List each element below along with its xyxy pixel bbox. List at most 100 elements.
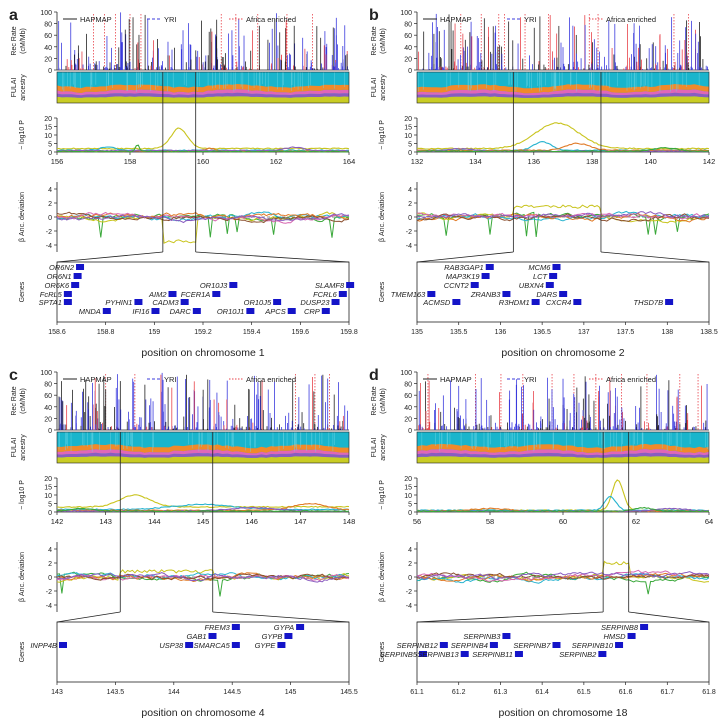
gene-body <box>485 264 494 270</box>
anc-dev-label: β Anc. deviation <box>379 552 386 602</box>
dev-series-line <box>56 572 350 581</box>
logp-x-tick-label: 140 <box>644 157 657 166</box>
gene-label: CCNT2 <box>444 281 470 290</box>
logp-series-line <box>416 122 710 150</box>
fulai-label: FULAI <box>371 78 378 98</box>
logp-x-tick-label: 158 <box>124 157 137 166</box>
panel-label: d <box>369 367 379 384</box>
logp-y-tick-label: 15 <box>44 125 52 132</box>
genes-x-tick-label: 138.5 <box>700 329 718 336</box>
gene-label: DUSP23 <box>300 298 330 307</box>
chromosome-x-label: position on chromosome 1 <box>141 347 264 359</box>
dev-series-line <box>56 572 349 583</box>
ancestry-yellow <box>57 96 349 103</box>
gene-body <box>273 299 282 305</box>
gene-label: CRP <box>304 307 320 316</box>
logp-x-tick-label: 162 <box>270 157 283 166</box>
gene-body <box>231 624 240 630</box>
dev-series-line <box>56 573 350 581</box>
dev-series-line <box>56 211 350 224</box>
gene-label: OR10J5 <box>244 298 272 307</box>
genes-label: Genes <box>379 281 386 302</box>
logp-y-tick-label: 15 <box>404 125 412 132</box>
genes-label: Genes <box>379 641 386 662</box>
rec-rate-label: Rec Rate <box>371 386 378 415</box>
gene-body <box>287 308 296 314</box>
genes-x-tick-label: 61.4 <box>535 689 549 696</box>
logp-x-tick-label: 62 <box>632 517 640 526</box>
rec-y-tick-label: 80 <box>44 382 52 389</box>
gene-label: PYHIN1 <box>105 298 132 307</box>
legend-hapmap: HAPMAP <box>80 15 112 24</box>
ancestry-band <box>416 431 710 464</box>
dev-series-line <box>56 212 350 221</box>
logp-series-line <box>56 494 350 508</box>
rec-y-tick-label: 60 <box>404 33 412 40</box>
logp-series-line <box>56 146 350 152</box>
logp-label: − log10 P <box>379 480 386 510</box>
ancestry-label: ancestry <box>380 434 387 461</box>
gene-body <box>151 308 160 314</box>
logp-y-tick-label: 5 <box>48 142 52 149</box>
gene-label: SLAMF8 <box>315 281 345 290</box>
gene-label: SERPINB10 <box>572 641 614 650</box>
ancestry-yellow <box>57 456 349 463</box>
dev-y-tick-label: -2 <box>46 589 52 596</box>
dev-y-tick-label: 0 <box>48 575 52 582</box>
genes-x-tick-label: 135.5 <box>450 329 468 336</box>
logp-x-tick-label: 58 <box>486 517 494 526</box>
anc-dev-label: β Anc. deviation <box>379 192 386 242</box>
genes-x-tick-label: 61.5 <box>577 689 591 696</box>
gene-label: SERPINB2 <box>559 650 597 659</box>
legend-yri: YRI <box>164 375 177 384</box>
rec-rate-units: (cM/Mb) <box>380 28 387 54</box>
rec-y-tick-label: 20 <box>404 416 412 423</box>
legend-yri: YRI <box>524 375 537 384</box>
dev-series-line <box>416 571 710 581</box>
rec-rate-units: (cM/Mb) <box>380 388 387 414</box>
genes-x-tick-label: 158.8 <box>97 329 115 336</box>
logp-y-tick-label: 10 <box>404 493 412 500</box>
gene-label: FCRL6 <box>313 290 338 299</box>
ancestry-band <box>56 431 350 464</box>
gene-body <box>545 282 554 288</box>
dev-y-tick-label: -4 <box>406 603 412 610</box>
logp-x-tick-label: 145 <box>197 517 210 526</box>
ancestry-frame <box>416 431 710 464</box>
gene-body <box>481 273 490 279</box>
ancestry-pink <box>417 89 709 96</box>
gene-body <box>296 624 305 630</box>
logp-x-tick-label: 142 <box>703 157 716 166</box>
gene-label: ACMSD <box>422 298 451 307</box>
gene-body <box>231 642 240 648</box>
zoom-fan-left <box>416 251 514 263</box>
legend-hapmap: HAPMAP <box>440 15 472 24</box>
ancestry-purple <box>57 92 349 98</box>
panel-label: a <box>9 7 18 24</box>
gene-body <box>71 282 80 288</box>
gene-label: SPTA1 <box>39 298 62 307</box>
rec-y-tick-label: 60 <box>404 393 412 400</box>
gene-body <box>502 633 511 639</box>
dev-y-tick-label: 2 <box>408 561 412 568</box>
rec-y-tick-label: 100 <box>40 10 52 17</box>
genes-label: Genes <box>19 281 26 302</box>
genes-x-tick-label: 137.5 <box>617 329 635 336</box>
dev-y-tick-label: 4 <box>408 547 412 554</box>
logp-y-tick-label: 5 <box>48 502 52 509</box>
legend-yri: YRI <box>524 15 537 24</box>
gene-body <box>514 651 523 657</box>
gene-label: OR6N2 <box>49 263 75 272</box>
rec-rate-label: Rec Rate <box>11 26 18 55</box>
logp-x-tick-label: 144 <box>148 517 161 526</box>
gene-body <box>552 264 561 270</box>
gene-label: DARS <box>536 290 557 299</box>
chromosome-x-label: position on chromosome 4 <box>141 707 264 719</box>
rec-y-tick-label: 0 <box>408 428 412 435</box>
gene-label: IFI16 <box>132 307 150 316</box>
logp-y-tick-label: 10 <box>404 133 412 140</box>
logp-y-tick-label: 10 <box>44 493 52 500</box>
